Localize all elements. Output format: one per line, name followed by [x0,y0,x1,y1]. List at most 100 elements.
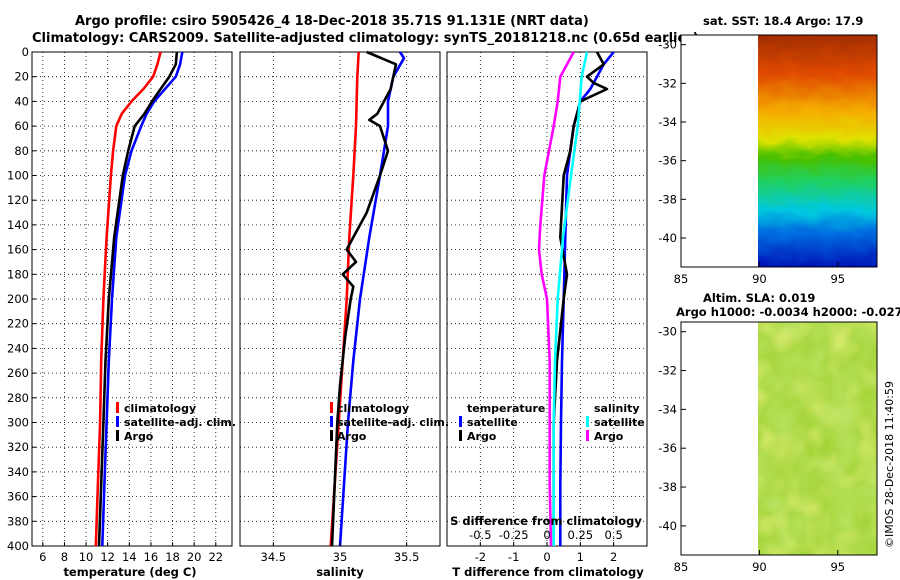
map-lon-label: 85 [674,272,689,286]
y-tick-label: 400 [7,539,29,553]
sst-map-frame [680,34,878,268]
y-tick-label: 200 [7,292,29,306]
sla-label-line-2: Argo h1000: -0.0034 h2000: -0.027 [676,305,900,319]
sla-label-line-1: Altim. SLA: 0.019 [703,291,815,305]
series-line-salinity-argo [537,51,575,547]
map-lat-label: -36 [658,441,677,455]
salinity-legend: climatology satellite-adj. clim. Argo [330,402,449,443]
sst-map: sat. SST: 18.4 Argo: 17.9 -30 -32 -34 -36 -3… [658,14,878,286]
x-tick-label: 16 [144,550,159,564]
x-tick-label: 6 [39,550,46,564]
y-tick-label: 300 [7,416,29,430]
series-line-argo [97,51,179,547]
t-difference-xlabel: T difference from climatology [452,565,644,579]
x-tick-label: 18 [165,550,180,564]
map-lat-label: -40 [658,231,677,245]
legend-swatch-satellite [330,416,333,427]
y-tick-label: 0 [22,45,29,59]
sla-map: Altim. SLA: 0.019 Argo h1000: -0.0034 h2… [658,291,900,574]
map-lon-label: 95 [830,560,845,574]
y-tick-label: 60 [14,119,29,133]
map-lat-label: -30 [658,325,677,339]
legend-swatch-s-argo [586,430,589,441]
s-difference-label: S difference from climatology [450,514,642,528]
legend-swatch-t-satellite [459,416,462,427]
legend-climatology: climatology [337,402,409,415]
y-tick-label: 20 [14,70,29,84]
s-diff-tick-label: -0.25 [499,528,529,542]
legend-swatch-t-argo [459,430,462,441]
x-tick-label: 0 [543,550,550,564]
sst-label: sat. SST: 18.4 Argo: 17.9 [703,14,863,28]
map-lat-label: -38 [658,480,677,494]
legend-title-salinity: salinity [594,402,640,415]
y-tick-label: 260 [7,366,29,380]
x-tick-label: 12 [100,550,115,564]
y-tick-label: 240 [7,341,29,355]
map-lat-label: -36 [658,154,677,168]
x-tick-label: 22 [208,550,223,564]
legend-t-argo: Argo [467,430,497,443]
legend-satellite: satellite-adj. clim. [124,416,236,429]
y-tick-label: 320 [7,440,29,454]
legend-swatch-argo [116,430,119,441]
legend-t-satellite: satellite [467,416,518,429]
y-tick-label: 40 [14,94,29,108]
x-tick-label: -1 [508,550,519,564]
y-tick-label: 280 [7,391,29,405]
map-lon-label: 95 [830,272,845,286]
legend-swatch-satellite [116,416,119,427]
legend-climatology: climatology [124,402,196,415]
legend-swatch-argo [330,430,333,441]
map-lat-label: -38 [658,192,677,206]
map-lat-label: -30 [658,38,677,52]
legend-swatch-climatology [116,402,119,413]
sla-map-frame [680,321,878,556]
s-diff-tick-label: -0.5 [469,528,491,542]
x-tick-label: 14 [122,550,137,564]
y-tick-label: 180 [7,267,29,281]
series-line-salinity-satellite [552,51,589,546]
legend-argo: Argo [337,430,367,443]
map-lat-label: -32 [658,76,677,90]
x-tick-label: 1 [577,550,584,564]
y-tick-label: 220 [7,317,29,331]
salinity-xlabel: salinity [316,565,364,579]
legend-argo: Argo [124,430,154,443]
y-tick-label: 140 [7,218,29,232]
y-tick-label: 340 [7,465,29,479]
temperature-legend: climatology satellite-adj. clim. Argo [116,402,236,443]
title-line-2: Climatology: CARS2009. Satellite-adjuste… [32,31,699,46]
map-lat-label: -34 [658,402,677,416]
series-line-temperature-satellite [558,51,615,546]
map-lon-label: 85 [674,560,689,574]
series-line-satellite-adj-clim- [101,51,184,547]
difference-chart: -2 -1 0 1 2 T difference from climatology S … [446,51,648,579]
sla-field [758,322,877,555]
y-tick-label: 160 [7,243,29,257]
x-tick-label: 2 [610,550,617,564]
map-lon-label: 90 [752,272,767,286]
s-diff-tick-label: 0.5 [605,528,623,542]
temperature-xlabel: temperature (deg C) [63,565,196,579]
legend-title-temperature: temperature [467,402,545,415]
map-lat-label: -34 [658,115,677,129]
title-line-1: Argo profile: csiro 5905426_4 18-Dec-201… [75,14,589,29]
map-lon-label: 90 [752,560,767,574]
credit-text: ©IMOS 28-Dec-2018 11:40:59 [883,381,896,548]
x-tick-label: 35 [333,550,348,564]
legend-swatch-climatology [330,402,333,413]
x-tick-label: 35.5 [394,550,420,564]
y-tick-label: 80 [14,144,29,158]
y-tick-label: 100 [7,169,29,183]
s-diff-tick-label: 0.25 [568,528,594,542]
x-tick-label: -2 [475,550,486,564]
map-lat-label: -40 [658,519,677,533]
legend-s-satellite: satellite [594,416,645,429]
x-tick-label: 20 [187,550,202,564]
legend-s-argo: Argo [594,430,624,443]
s-diff-tick-label: 0 [543,528,550,542]
sst-field [758,35,877,267]
map-lat-label: -32 [658,364,677,378]
series-line-climatology [94,51,162,547]
